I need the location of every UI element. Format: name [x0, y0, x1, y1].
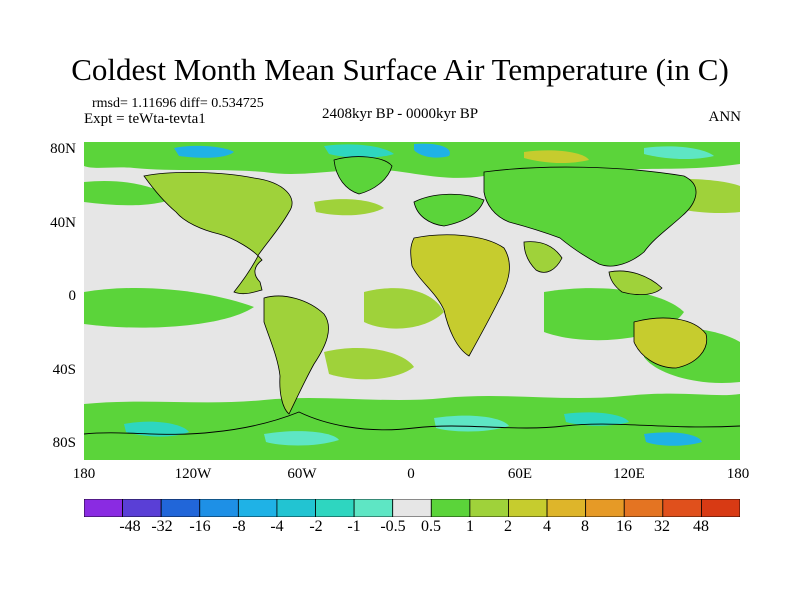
experiment-label: Expt = teWta-tevta1: [84, 111, 206, 127]
southern-cyan-2: [434, 415, 509, 432]
southern-cyan-4: [264, 431, 339, 446]
antarctica-coast: [84, 411, 740, 435]
legend-swatch-7: [353, 499, 394, 517]
arctic-blue-3: [414, 143, 450, 158]
southern-cyan-1: [124, 421, 189, 437]
arabia-india: [523, 241, 563, 273]
tropical-pacific-patch: [84, 287, 254, 328]
lon-label-120e: 120E: [613, 466, 645, 482]
season-label: ANN: [708, 109, 742, 125]
legend-label-10: 2: [504, 518, 512, 535]
legend-swatch-2: [160, 499, 201, 517]
color-legend: [84, 499, 740, 517]
plot-title: Coldest Month Mean Surface Air Temperatu…: [71, 52, 729, 87]
lon-label-120w: 120W: [174, 466, 212, 482]
legend-label-0: -48: [119, 518, 141, 535]
legend-label-5: -2: [309, 518, 323, 535]
lon-label-60w: 60W: [287, 466, 317, 482]
legend-swatch-0: [84, 499, 123, 517]
legend-label-12: 8: [581, 518, 589, 535]
legend-swatch-10: [469, 499, 509, 517]
legend-label-1: -32: [151, 518, 173, 535]
legend-swatch-4: [237, 499, 278, 517]
lon-label-180e: 180: [726, 466, 750, 482]
legend-swatch-12: [546, 499, 587, 517]
asia: [483, 166, 697, 267]
legend-label-8: 0.5: [421, 518, 441, 535]
south-america: [263, 295, 329, 415]
southern-ocean-band: [84, 393, 740, 460]
legend-swatch-11: [508, 499, 548, 517]
rmsd-stats: rmsd= 1.11696 diff= 0.534725: [92, 96, 264, 111]
lon-label-0: 0: [407, 466, 415, 482]
legend-label-6: -1: [347, 518, 361, 535]
legend-swatch-3: [199, 499, 239, 517]
australia: [633, 317, 708, 369]
legend-swatch-9: [430, 499, 471, 517]
lat-label-80s: 80S: [52, 435, 76, 451]
legend-swatch-5: [276, 499, 316, 517]
legend-swatch-6: [315, 499, 355, 517]
lat-label-40n: 40N: [50, 215, 76, 231]
arctic-cyan-4: [644, 146, 714, 160]
southern-blue-1: [644, 432, 702, 446]
legend-label-13: 16: [616, 518, 632, 535]
arctic-olive-1: [524, 150, 589, 164]
legend-swatch-15: [662, 499, 702, 517]
south-atlantic-patch: [324, 347, 414, 380]
temperature-map: [84, 142, 740, 460]
legend-swatch-13: [585, 499, 625, 517]
legend-swatch-14: [623, 499, 664, 517]
lat-label-40s: 40S: [52, 362, 76, 378]
legend-label-7: -0.5: [380, 518, 406, 535]
legend-label-4: -4: [270, 518, 284, 535]
legend-swatch-16: [701, 499, 740, 517]
lat-label-80n: 80N: [50, 141, 76, 157]
legend-label-14: 32: [654, 518, 670, 535]
n-atlantic-patch: [314, 199, 384, 216]
north-america: [143, 172, 293, 295]
tropical-atlantic-patch: [364, 288, 444, 329]
arctic-blue-2: [324, 144, 394, 158]
africa: [410, 234, 510, 357]
southeast-asia: [608, 270, 663, 296]
legend-label-2: -16: [189, 518, 211, 535]
period-label: 2408kyr BP - 0000kyr BP: [321, 106, 479, 122]
legend-label-9: 1: [466, 518, 474, 535]
europe: [413, 193, 485, 227]
lon-label-180w: 180: [72, 466, 96, 482]
lon-label-60e: 60E: [507, 466, 533, 482]
greenland: [333, 156, 393, 195]
legend-label-11: 4: [543, 518, 551, 535]
arctic-blue-1: [174, 145, 234, 158]
n-pacific-patch: [84, 180, 174, 206]
southern-cyan-3: [564, 412, 629, 426]
lat-label-0: 0: [68, 288, 77, 304]
legend-swatch-8: [392, 499, 432, 517]
legend-label-15: 48: [693, 518, 709, 535]
legend-label-3: -8: [232, 518, 246, 535]
legend-swatch-1: [122, 499, 162, 517]
